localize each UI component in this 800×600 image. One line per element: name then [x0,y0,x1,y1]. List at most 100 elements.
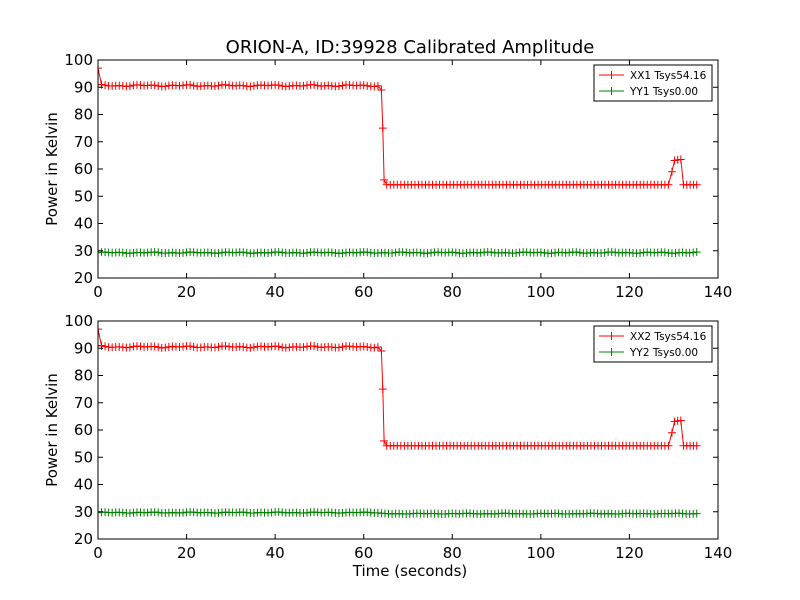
data-point [338,342,347,351]
y-tick-label: 40 [74,476,93,494]
data-point [179,81,188,90]
data-point [451,248,460,257]
bottom-subplot: 0 20 40 60 80 100 120 1402030405060708090100Pow… [43,312,732,562]
data-point [600,248,609,257]
data-point [378,385,387,394]
data-point [303,81,312,90]
series-yy-2 [98,508,701,519]
data-point [303,342,312,351]
data-point [377,85,386,94]
y-tick-label: 50 [74,448,93,466]
data-point [363,81,372,90]
legend-label: XX1 Tsys54.16 [630,70,707,82]
data-point [274,81,283,90]
data-point [249,343,258,352]
data-point [667,167,676,176]
data-point [667,428,676,437]
data-point [334,343,343,352]
data-point [370,82,379,91]
series-yy-1 [98,247,701,258]
series-xx-1 [98,64,701,189]
x-tick-label: 60 [354,544,373,562]
data-point [692,248,701,257]
data-point [660,248,669,257]
x-tick-label: 0 [93,283,103,301]
x-tick-label: 80 [443,544,462,562]
legend-marker [607,332,616,340]
top-subplot: 0 20 40 60 80 100 120 1402030405060708090100Pow… [43,51,732,301]
data-point [125,82,134,91]
data-point [221,80,230,89]
data-point [189,81,198,90]
legend-marker [607,348,616,356]
data-point [210,82,219,91]
data-point [370,343,379,352]
y-tick-label: 70 [74,394,93,412]
x-tick-label: 100 [527,544,556,562]
data-point [285,343,294,352]
data-point [285,82,294,91]
data-point [512,249,521,258]
data-point [373,81,382,90]
data-point [210,343,219,352]
x-axis-label: Time (seconds) [352,562,468,580]
data-point [161,82,170,91]
data-point [299,81,308,90]
data-point [338,81,347,90]
legend: XX1 Tsys54.16 YY1 Tsys0.00 [593,64,713,102]
y-tick-label: 80 [74,106,93,124]
data-point [575,248,584,257]
y-tick-label: 100 [64,51,93,69]
data-point [359,81,368,90]
y-axis-label: Power in Kelvin [43,373,61,487]
data-point [487,248,496,257]
data-point [214,342,223,351]
x-tick-label: 100 [527,283,556,301]
data-point [154,343,163,352]
data-point [692,180,701,189]
chart-title: ORION-A, ID:39928 Calibrated Amplitude [226,37,595,58]
data-point [118,248,127,257]
y-tick-label: 20 [74,269,93,287]
legend: XX2 Tsys54.16 YY2 Tsys0.00 [593,325,713,363]
data-point [380,175,389,184]
data-point [310,80,319,89]
y-tick-label: 60 [74,421,93,439]
data-point [692,441,701,450]
x-tick-label: 80 [443,283,462,301]
y-tick-label: 90 [74,78,93,96]
data-point [239,81,248,90]
data-point [345,80,354,89]
x-tick-label: 0 [93,544,103,562]
x-tick-label: 40 [266,544,285,562]
data-point [380,436,389,445]
y-tick-label: 80 [74,367,93,385]
data-point [189,342,198,351]
data-point [221,342,230,351]
data-point [249,82,258,91]
y-tick-label: 70 [74,133,93,151]
data-point [299,343,308,352]
data-point [664,441,673,450]
y-tick-label: 30 [74,242,93,260]
data-point [161,343,170,352]
data-point [98,325,102,334]
x-tick-label: 140 [704,544,733,562]
legend-label: YY1 Tsys0.00 [629,86,698,98]
data-point [692,509,701,518]
data-point [676,155,685,164]
data-point [377,346,386,355]
legend-label: YY2 Tsys0.00 [629,347,698,359]
legend-label: XX2 Tsys54.16 [630,331,707,343]
x-tick-label: 40 [266,283,285,301]
x-tick-label: 120 [615,283,644,301]
data-point [378,124,387,133]
legend-marker [607,71,616,79]
y-tick-label: 60 [74,160,93,178]
y-tick-label: 40 [74,215,93,233]
data-point [310,342,319,351]
y-tick-label: 100 [64,312,93,330]
data-point [214,81,223,90]
data-point [676,416,685,425]
y-tick-label: 20 [74,530,93,548]
